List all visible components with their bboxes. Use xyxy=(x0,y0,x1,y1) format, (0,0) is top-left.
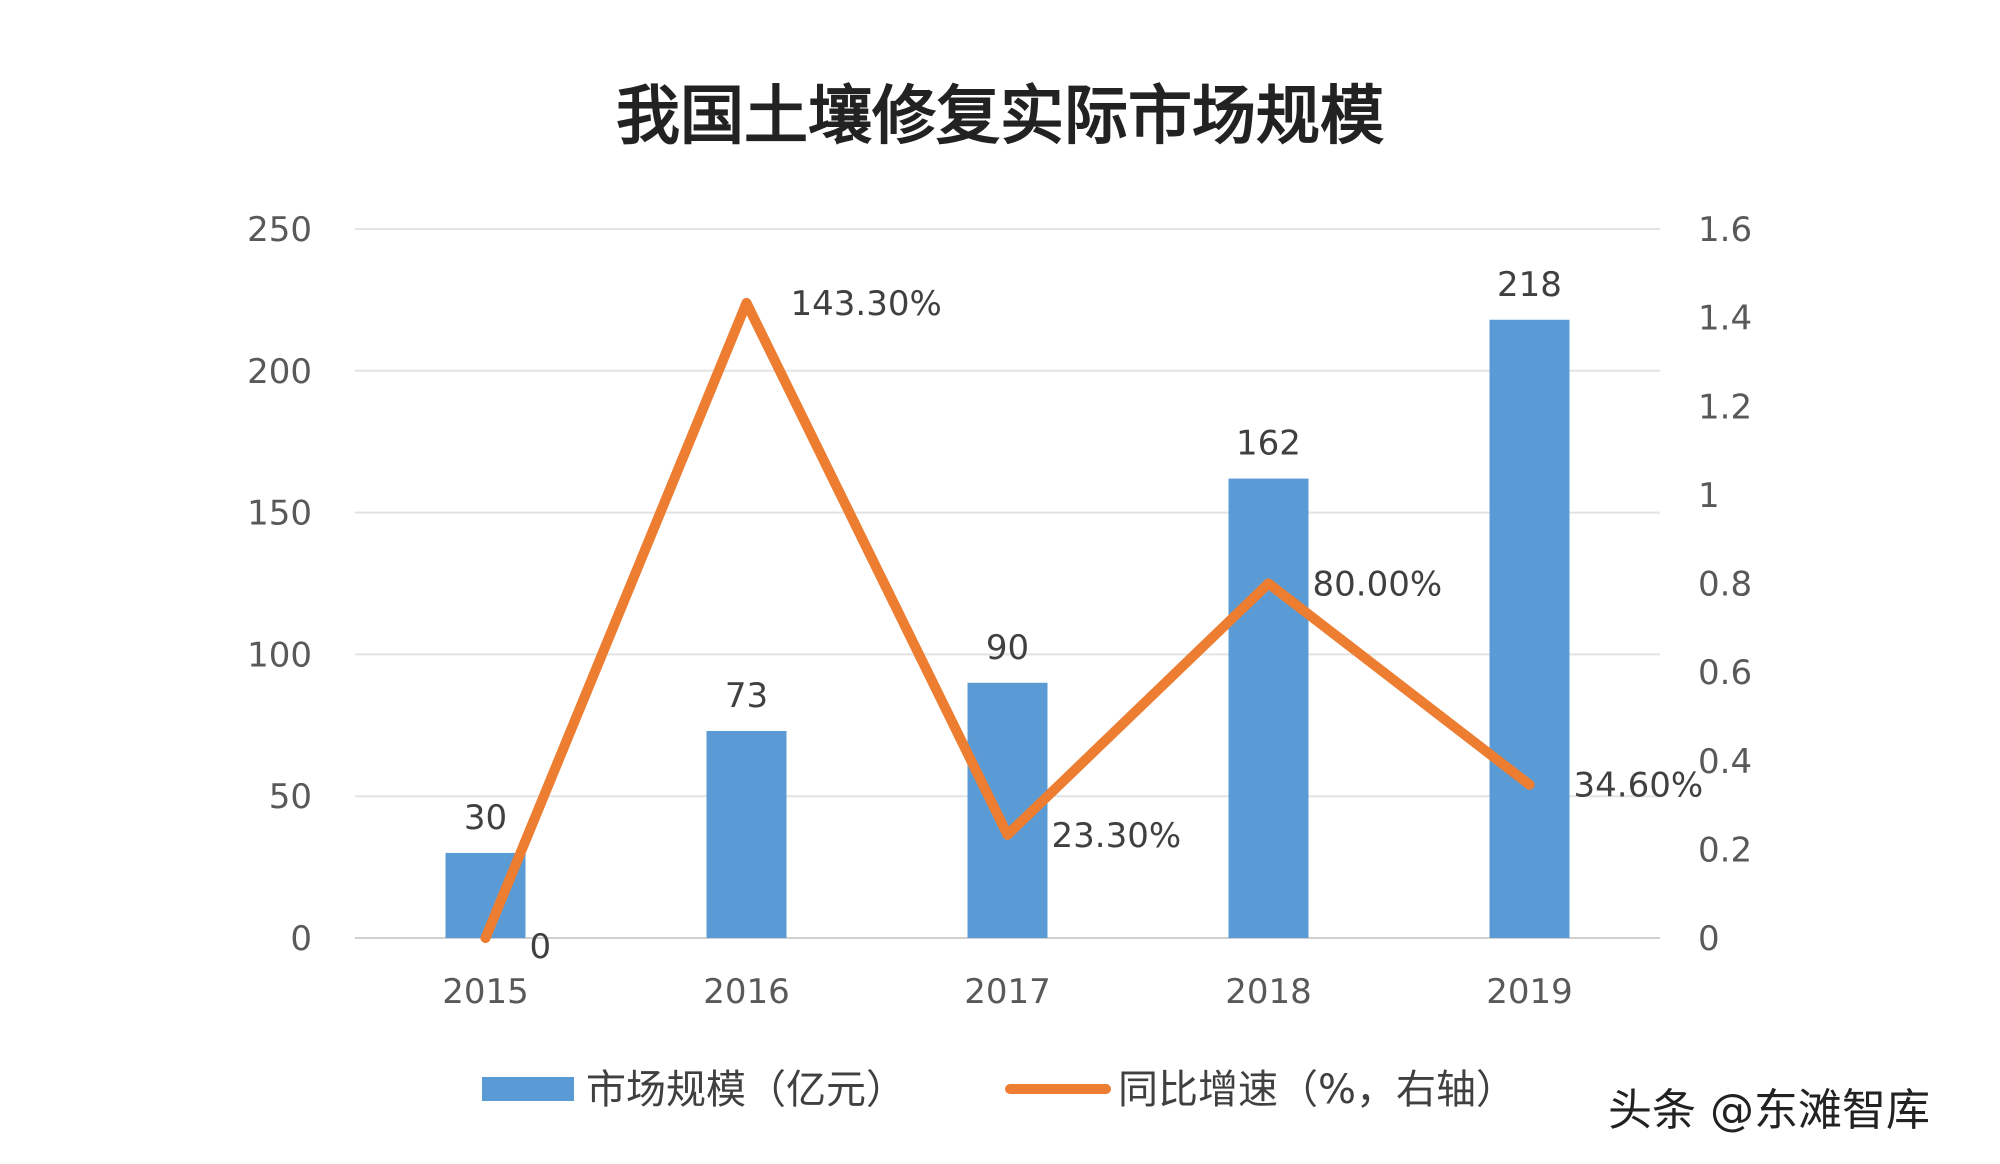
right-tick-label: 1.2 xyxy=(1698,387,1752,427)
right-axis: 0 0.2 0.4 0.6 0.8 1 1.2 1.4 1.6 xyxy=(1698,210,1752,959)
line-value-label: 34.60% xyxy=(1574,766,1704,806)
line-value-label: 143.30% xyxy=(791,284,942,324)
left-tick-label: 0 xyxy=(290,919,312,959)
bar xyxy=(1489,319,1570,938)
line-point xyxy=(1002,829,1013,840)
x-tick-label: 2018 xyxy=(1225,972,1312,1012)
x-tick-label: 2016 xyxy=(703,972,790,1012)
x-tick-label: 2019 xyxy=(1486,972,1573,1012)
line-point xyxy=(480,933,491,943)
x-tick-label: 2017 xyxy=(964,972,1051,1012)
x-axis: 2015 2016 2017 2018 2019 xyxy=(442,972,1573,1012)
bar-value-label: 30 xyxy=(464,798,507,838)
bar-value-label: 218 xyxy=(1497,265,1562,305)
legend-label-line: 同比增速（%，右轴） xyxy=(1118,1067,1516,1113)
right-tick-label: 0.8 xyxy=(1698,565,1752,605)
left-tick-label: 100 xyxy=(247,635,312,675)
bar-series: 30 73 90 162 218 xyxy=(445,265,1570,938)
right-tick-label: 0.2 xyxy=(1698,830,1752,870)
legend: 市场规模（亿元） 同比增速（%，右轴） xyxy=(482,1067,1516,1113)
left-axis: 0 50 100 150 200 250 xyxy=(247,210,312,959)
line-series: 0 143.30% 23.30% 80.00% 34.60% xyxy=(480,284,1704,967)
right-tick-label: 1 xyxy=(1698,476,1720,516)
bar xyxy=(1228,478,1309,938)
left-tick-label: 50 xyxy=(269,777,312,817)
right-tick-label: 0 xyxy=(1698,919,1720,959)
left-tick-label: 250 xyxy=(247,210,312,250)
gridlines xyxy=(355,228,1660,939)
line-value-label: 0 xyxy=(530,927,552,967)
bar xyxy=(706,730,787,938)
right-tick-label: 0.4 xyxy=(1698,742,1752,782)
left-tick-label: 200 xyxy=(247,352,312,392)
chart-title: 我国土壤修复实际市场规模 xyxy=(616,80,1384,154)
right-tick-label: 1.4 xyxy=(1698,299,1752,339)
line-point xyxy=(1524,779,1535,790)
left-tick-label: 150 xyxy=(247,494,312,534)
line-point xyxy=(1263,578,1274,589)
line-value-label: 80.00% xyxy=(1313,565,1443,605)
x-tick-label: 2015 xyxy=(442,972,529,1012)
watermark: 头条 @东滩智库 xyxy=(1608,1085,1930,1136)
legend-swatch-bar xyxy=(482,1077,574,1101)
bar-value-label: 162 xyxy=(1236,424,1301,464)
bar-value-label: 90 xyxy=(986,628,1029,668)
bar-value-label: 73 xyxy=(725,676,768,716)
legend-label-bar: 市场规模（亿元） xyxy=(586,1067,906,1113)
line-value-label: 23.30% xyxy=(1052,816,1182,856)
right-tick-label: 1.6 xyxy=(1698,210,1752,250)
right-tick-label: 0.6 xyxy=(1698,653,1752,693)
line-point xyxy=(741,298,752,309)
